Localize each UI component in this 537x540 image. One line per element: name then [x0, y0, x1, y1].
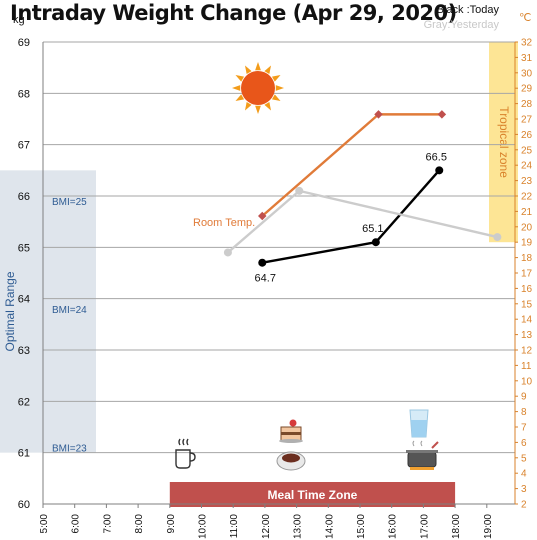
y-left-tick-1: 61 — [18, 448, 30, 460]
marker-room-temp-1 — [374, 110, 383, 119]
x-tick-12: 17:00 — [419, 514, 430, 539]
y-left-tick-3: 63 — [18, 345, 30, 357]
cake-icon — [279, 419, 303, 443]
marker-yesterday-2 — [493, 233, 502, 242]
data-label-2: 66.5 — [426, 151, 447, 163]
sun-icon — [232, 62, 284, 114]
series-line-yesterday — [227, 189, 498, 254]
y-right-tick-11: 13 — [521, 330, 533, 341]
y-right-tick-30: 32 — [521, 38, 533, 49]
y-right-tick-9: 11 — [521, 361, 532, 372]
y-right-tick-16: 18 — [521, 253, 533, 264]
x-tick-13: 18:00 — [451, 514, 462, 539]
y-right-tick-26: 28 — [521, 99, 533, 110]
y-left-tick-5: 65 — [18, 242, 30, 254]
marker-yesterday-0 — [223, 248, 232, 257]
y-left-tick-6: 66 — [18, 191, 30, 203]
y-right-tick-21: 23 — [521, 176, 533, 187]
tropical-zone-label: Tropical zone — [497, 106, 511, 178]
room-temp-label: Room Temp. — [193, 217, 255, 229]
marker-today-2 — [435, 166, 444, 175]
y-right-tick-24: 26 — [521, 130, 533, 141]
y-right-tick-0: 2 — [521, 500, 527, 511]
x-tick-3: 8:00 — [134, 514, 145, 534]
bmi-label-2: BMI=23 — [52, 444, 87, 455]
y-right-tick-1: 3 — [521, 484, 527, 495]
y-right-tick-20: 22 — [521, 192, 533, 203]
data-label-0: 64.7 — [255, 273, 276, 285]
y-left-tick-2: 62 — [18, 396, 30, 408]
y-right-tick-5: 7 — [521, 423, 527, 434]
x-tick-6: 11:00 — [229, 514, 240, 539]
optimal-range-label: Optimal Range — [3, 271, 17, 351]
meal-time-zone-bar — [169, 482, 456, 507]
x-tick-1: 6:00 — [71, 514, 82, 534]
bmi-label-0: BMI=25 — [52, 197, 87, 208]
y-left-tick-4: 64 — [18, 294, 30, 306]
x-tick-4: 9:00 — [166, 514, 177, 534]
cooking-pot-icon — [406, 440, 439, 470]
x-tick-10: 15:00 — [356, 514, 367, 539]
y-right-tick-12: 14 — [521, 315, 533, 326]
data-label-1: 65.1 — [362, 223, 383, 235]
y-left-tick-0: 60 — [18, 499, 30, 511]
legend-yesterday: Gray:Yesterday — [423, 19, 499, 31]
y-right-tick-23: 25 — [521, 145, 533, 156]
y-left-tick-7: 67 — [18, 140, 30, 152]
x-tick-11: 16:00 — [388, 514, 399, 539]
x-tick-14: 19:00 — [483, 514, 494, 539]
y-right-tick-13: 15 — [521, 299, 533, 310]
x-tick-0: 5:00 — [39, 514, 50, 534]
x-tick-2: 7:00 — [102, 514, 113, 534]
water-glass-icon — [409, 409, 429, 438]
x-tick-9: 14:00 — [324, 514, 335, 539]
optimal-range-band — [0, 170, 96, 453]
y-left-tick-9: 69 — [18, 37, 30, 49]
y-right-tick-18: 20 — [521, 222, 533, 233]
y-right-tick-8: 10 — [521, 376, 533, 387]
y-right-tick-25: 27 — [521, 115, 533, 126]
y-right-tick-10: 12 — [521, 346, 533, 357]
y-right-tick-14: 16 — [521, 284, 533, 295]
marker-today-0 — [258, 258, 267, 267]
y-right-tick-19: 21 — [521, 207, 533, 218]
y-right-tick-17: 19 — [521, 238, 533, 249]
y-right-tick-7: 9 — [521, 392, 527, 403]
marker-today-1 — [371, 238, 380, 247]
soup-bowl-icon — [276, 451, 306, 471]
x-tick-5: 10:00 — [198, 514, 209, 539]
y-right-tick-27: 29 — [521, 84, 533, 95]
coffee-cup-icon — [175, 438, 196, 469]
x-tick-7: 12:00 — [261, 514, 272, 539]
marker-yesterday-1 — [295, 186, 304, 195]
marker-room-temp-0 — [258, 211, 267, 221]
y-left-tick-8: 68 — [18, 88, 30, 100]
tropical-zone-band — [489, 42, 518, 243]
y-right-tick-15: 17 — [521, 269, 533, 280]
bmi-label-1: BMI=24 — [52, 305, 87, 316]
y-left-unit: kg — [13, 14, 25, 26]
x-tick-8: 13:00 — [293, 514, 304, 539]
y-right-tick-28: 30 — [521, 68, 533, 79]
y-right-tick-22: 24 — [521, 161, 533, 172]
marker-room-temp-2 — [437, 110, 447, 119]
legend-today: Black :Today — [436, 4, 499, 16]
y-right-tick-6: 8 — [521, 407, 527, 418]
meal-time-zone-label: Meal Time Zone — [268, 488, 358, 502]
y-right-tick-2: 4 — [521, 469, 527, 480]
y-right-tick-3: 5 — [521, 453, 527, 464]
y-right-tick-29: 31 — [521, 53, 533, 64]
y-right-tick-4: 6 — [521, 438, 527, 449]
y-right-unit: ℃ — [519, 12, 531, 24]
chart-title: Intraday Weight Change (Apr 29, 2020) — [10, 1, 457, 25]
